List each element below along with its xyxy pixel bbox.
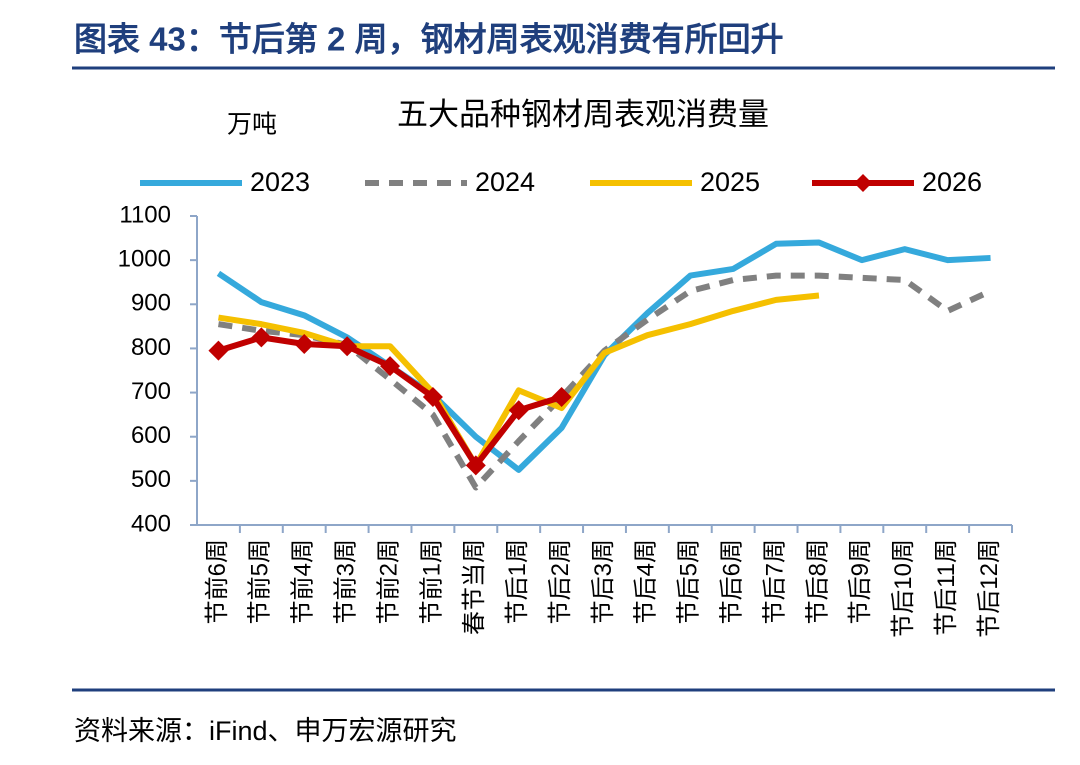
x-tick-label: 节前6周: [204, 539, 231, 624]
x-tick-label: 节后7周: [761, 539, 788, 624]
marker: [508, 400, 529, 421]
x-tick-label: 节前3周: [332, 539, 359, 624]
y-tick-label: 400: [131, 510, 171, 537]
x-tick-label: 节前1周: [418, 539, 445, 624]
y-tick-label: 1000: [118, 245, 171, 272]
y-tick-label: 600: [131, 422, 171, 449]
legend-marker: [854, 174, 872, 192]
marker: [251, 327, 272, 348]
source: 资料来源：iFind、申万宏源研究: [74, 716, 457, 746]
y-tick-label: 1100: [119, 201, 171, 228]
x-tick-label: 节后9周: [847, 539, 874, 624]
x-tick-label: 节后5周: [676, 539, 703, 624]
x-tick-label: 节后11周: [933, 539, 960, 636]
series-line: [217, 272, 992, 491]
x-tick-label: 节后3周: [590, 539, 617, 624]
x-tick-label: 节后1周: [504, 539, 531, 624]
legend-label: 2025: [700, 167, 760, 197]
x-tick-label: 节前2周: [375, 539, 402, 624]
marker: [422, 386, 443, 407]
y-tick-label: 900: [131, 290, 171, 317]
legend-label: 2026: [922, 167, 982, 197]
x-tick-label: 节后12周: [976, 539, 1003, 638]
legend-label: 2024: [475, 167, 535, 197]
x-tick-label: 节后8周: [804, 539, 831, 624]
figure-title: 图表 43：节后第 2 周，钢材周表观消费有所回升: [74, 21, 784, 58]
series-line: [217, 292, 820, 469]
y-unit: 万吨: [227, 111, 277, 139]
legend-label: 2023: [250, 167, 310, 197]
x-tick-label: 节后4周: [633, 539, 660, 624]
y-tick-label: 800: [131, 334, 171, 361]
marker: [337, 336, 358, 357]
marker: [294, 334, 315, 355]
x-tick-label: 节前4周: [290, 539, 317, 624]
x-tick-label: 节后2周: [547, 539, 574, 624]
marker: [465, 455, 486, 476]
x-tick-label: 春节当周: [461, 539, 488, 635]
y-tick-label: 500: [131, 466, 171, 493]
chart-title: 五大品种钢材周表观消费量: [397, 97, 769, 132]
x-tick-label: 节前5周: [247, 539, 274, 624]
y-tick-label: 700: [131, 378, 171, 405]
marker: [208, 340, 229, 361]
marker: [380, 356, 401, 377]
marker: [551, 386, 572, 407]
x-tick-label: 节后10周: [890, 539, 917, 638]
x-tick-label: 节后6周: [719, 539, 746, 624]
